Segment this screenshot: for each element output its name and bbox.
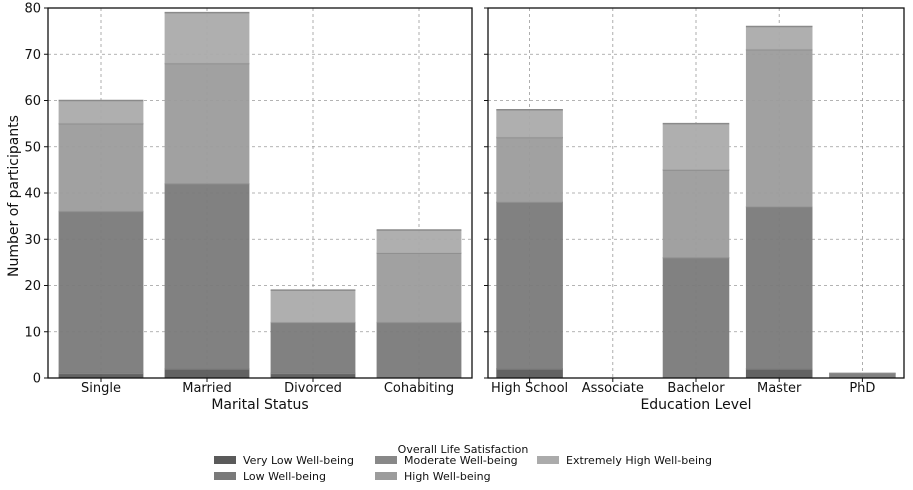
x-tick-label-high-school: High School xyxy=(491,381,568,396)
legend-swatch-very-low-well-being xyxy=(214,456,236,464)
bar-married-very-low-well-being xyxy=(164,368,250,378)
bar-high-school-high-well-being xyxy=(496,137,563,203)
x-tick-label-bachelor: Bachelor xyxy=(667,381,725,396)
x-axis-label: Marital Status xyxy=(211,397,308,413)
legend-label-low-well-being: Low Well-being xyxy=(243,470,326,483)
legend-title: Overall Life Satisfaction xyxy=(398,443,529,456)
legend-swatch-low-well-being xyxy=(214,472,236,480)
x-tick-label-cohabiting: Cohabiting xyxy=(384,381,454,396)
legend-label-very-low-well-being: Very Low Well-being xyxy=(243,454,354,467)
bar-high-school-very-low-well-being xyxy=(496,368,563,378)
y-tick-label: 70 xyxy=(24,48,41,63)
y-tick-label: 30 xyxy=(24,233,41,248)
legend-swatch-extremely-high-well-being xyxy=(537,456,559,464)
legend-label-moderate-well-being: Moderate Well-being xyxy=(404,454,518,467)
bar-married-extremely-high-well-being xyxy=(164,12,250,64)
y-tick-label: 10 xyxy=(24,325,41,340)
panel-education-level: High School Associate Bachelor Master PhD Edu… xyxy=(484,7,905,413)
y-tick-label: 0 xyxy=(33,372,41,387)
bar-phd-low-well-being xyxy=(829,373,896,378)
bar-high-school-extremely-high-well-being xyxy=(496,109,563,138)
panel-marital-status: 0 10 20 30 40 50 60 70 80 Single Married Divorced Co… xyxy=(24,2,473,413)
bar-divorced-low-well-being xyxy=(270,322,356,374)
bar-bachelor-extremely-high-well-being xyxy=(662,123,730,170)
bar-divorced-very-low-well-being xyxy=(270,373,356,378)
bar-master-high-well-being xyxy=(745,49,813,207)
bar-cohabiting-high-well-being xyxy=(376,253,462,323)
x-tick-label-phd: PhD xyxy=(849,381,875,396)
y-tick-label: 20 xyxy=(24,279,41,294)
y-tick-label: 50 xyxy=(24,140,41,155)
bar-master-low-well-being xyxy=(745,206,813,369)
legend-label-extremely-high-well-being: Extremely High Well-being xyxy=(566,454,712,467)
bar-cohabiting-extremely-high-well-being xyxy=(376,230,462,254)
legend-label-high-well-being: High Well-being xyxy=(404,470,491,483)
bar-single-low-well-being xyxy=(58,211,144,374)
bar-master-very-low-well-being xyxy=(745,368,813,378)
y-tick-label: 80 xyxy=(24,2,41,17)
y-axis-label: Number of participants xyxy=(6,115,22,277)
y-tick-label: 40 xyxy=(24,187,41,202)
bar-married-high-well-being xyxy=(164,63,250,184)
bar-single-very-low-well-being xyxy=(58,373,144,378)
x-tick-label-master: Master xyxy=(757,381,802,396)
bar-divorced-extremely-high-well-being xyxy=(270,290,356,323)
bar-bachelor-high-well-being xyxy=(662,169,730,258)
bar-cohabiting-low-well-being xyxy=(376,322,462,378)
bar-master-extremely-high-well-being xyxy=(745,26,813,50)
legend-swatch-high-well-being xyxy=(375,472,397,480)
x-axis-label: Education Level xyxy=(640,397,751,413)
y-tick-label: 60 xyxy=(24,94,41,109)
x-tick-label-single: Single xyxy=(81,381,121,396)
legend-swatch-moderate-well-being xyxy=(375,456,397,464)
bar-bachelor-low-well-being xyxy=(662,257,730,378)
x-tick-label-married: Married xyxy=(182,381,232,396)
bar-single-extremely-high-well-being xyxy=(58,100,144,124)
bar-single-high-well-being xyxy=(58,123,144,212)
bar-high-school-low-well-being xyxy=(496,202,563,369)
legend: Overall Life Satisfaction Very Low Well-… xyxy=(214,443,712,483)
x-tick-label-divorced: Divorced xyxy=(284,381,342,396)
bar-married-low-well-being xyxy=(164,183,250,369)
x-tick-label-associate: Associate xyxy=(582,381,644,396)
